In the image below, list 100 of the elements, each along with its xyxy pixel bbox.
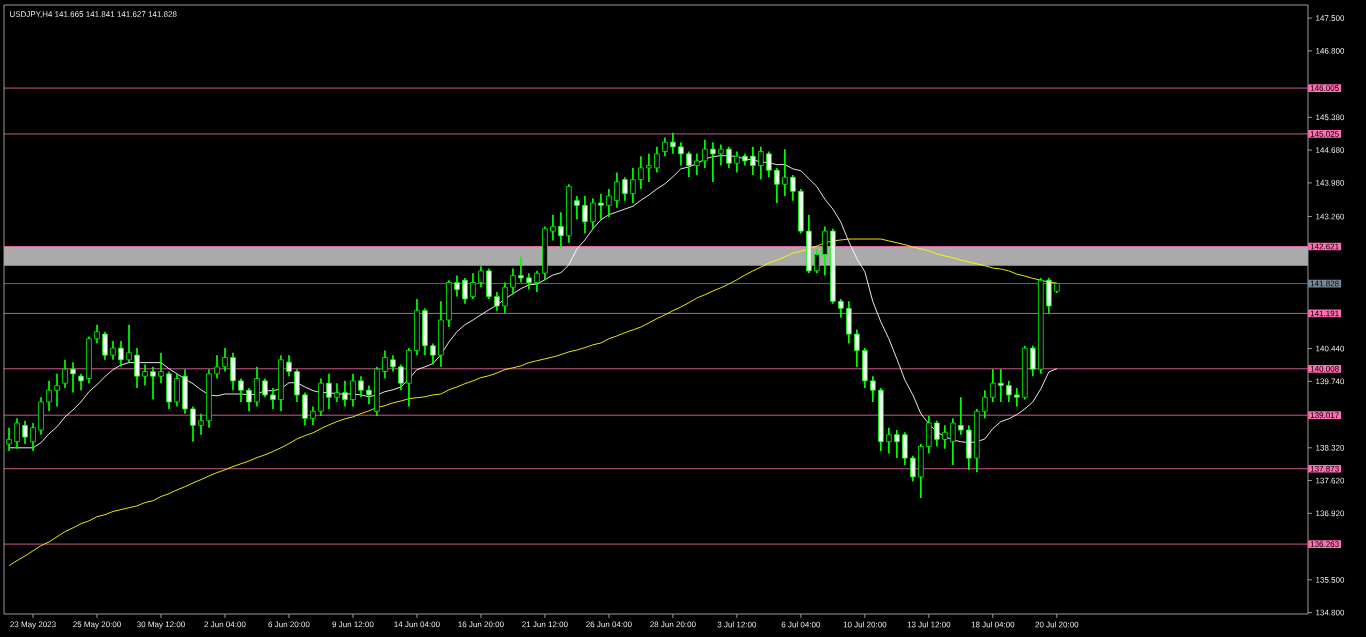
candlestick <box>942 424 948 450</box>
y-tick-label: 135.500 <box>1316 576 1345 583</box>
candlestick <box>758 145 764 181</box>
x-tick-label: 6 Jul 04:00 <box>781 621 821 628</box>
ref-line-label: 141.828 <box>1310 280 1339 287</box>
candlestick <box>598 192 604 221</box>
candlestick <box>534 270 540 293</box>
candlestick <box>14 417 20 450</box>
candlestick <box>270 387 276 410</box>
x-tick-label: 25 May 20:00 <box>73 621 121 629</box>
candlestick <box>854 328 860 368</box>
candlestick <box>366 384 372 406</box>
candlestick <box>310 405 316 427</box>
candlestick <box>198 412 204 436</box>
y-tick-label: 146.800 <box>1316 48 1345 54</box>
ref-line-label: 137.873 <box>1310 465 1339 472</box>
candlestick <box>582 195 588 235</box>
y-tick-label: 144.680 <box>1316 147 1345 153</box>
candlestick <box>814 248 820 275</box>
candlestick <box>382 349 388 380</box>
x-tick-label: 23 May 2023 <box>10 621 56 629</box>
candlestick <box>158 351 164 385</box>
x-tick-label: 16 Jun 20:00 <box>458 621 504 628</box>
candlestick <box>702 138 708 169</box>
candlestick <box>118 340 124 368</box>
candlestick <box>462 277 468 305</box>
candlestick <box>822 225 828 277</box>
y-tick-label: 147.500 <box>1316 15 1345 21</box>
candlestick <box>254 365 260 408</box>
candlestick <box>694 153 700 176</box>
x-tick-label: 30 May 12:00 <box>137 621 185 629</box>
candlestick <box>950 417 956 466</box>
candlestick <box>70 361 76 394</box>
x-tick-label: 28 Jun 20:00 <box>650 621 696 628</box>
candlestick <box>894 429 900 459</box>
candlestick <box>510 267 516 296</box>
candlestick <box>590 197 596 230</box>
candlestick <box>110 340 116 361</box>
candlestick <box>238 377 244 403</box>
y-tick-label: 143.260 <box>1316 213 1345 220</box>
candlestick <box>246 387 252 413</box>
candlestick <box>494 291 500 312</box>
candlestick <box>286 354 292 378</box>
ref-line-label: 141.191 <box>1310 310 1339 317</box>
candlestick <box>502 281 508 314</box>
text: USDJPY,H4 141.665 141.841 141.627 141.828 <box>10 11 177 18</box>
candlestick <box>470 272 476 300</box>
candlestick <box>454 274 460 298</box>
candlestick <box>518 255 524 284</box>
candlestick <box>574 195 580 221</box>
candlestick <box>134 347 140 389</box>
x-tick-label: 3 Jul 12:00 <box>717 621 757 628</box>
candlestick <box>478 265 484 289</box>
x-tick-label: 14 Jun 04:00 <box>394 621 440 628</box>
candlestick <box>886 426 892 455</box>
x-tick-label: 2 Jun 04:00 <box>204 621 246 628</box>
x-tick-label: 13 Jul 12:00 <box>907 621 951 628</box>
candlestick <box>326 373 332 410</box>
x-tick-label: 20 Jul 20:00 <box>1035 621 1079 628</box>
candlestick <box>22 419 28 445</box>
candlestick <box>1014 387 1020 408</box>
candlestick <box>430 342 436 366</box>
candlestick <box>350 373 356 408</box>
candlestick <box>790 174 796 202</box>
y-tick-label: 143.980 <box>1316 180 1345 186</box>
candlestick <box>782 148 788 197</box>
x-tick-label: 26 Jun 04:00 <box>586 621 632 628</box>
candlestick <box>654 145 660 174</box>
y-tick-label: 134.800 <box>1316 609 1345 616</box>
x-tick-label: 18 Jul 04:00 <box>971 621 1015 628</box>
candlestick <box>678 141 684 167</box>
candlestick <box>1030 344 1036 378</box>
candlestick <box>550 213 556 242</box>
y-tick-label: 136.920 <box>1316 510 1345 517</box>
candlestick <box>334 382 340 403</box>
candlestick <box>958 396 964 436</box>
candlestick <box>982 389 988 420</box>
candlestick <box>358 375 364 399</box>
candlestick <box>630 167 636 204</box>
ref-line-label: 136.263 <box>1310 541 1339 547</box>
candlestick <box>262 377 268 399</box>
x-tick-label: 6 Jun 20:00 <box>268 621 310 628</box>
x-tick-label: 10 Jul 20:00 <box>843 621 887 628</box>
candlestick <box>46 380 52 413</box>
candlestick <box>838 298 844 319</box>
candlestick <box>150 365 156 401</box>
candlestick <box>910 454 916 483</box>
y-tick-label: 137.620 <box>1316 477 1345 484</box>
y-tick-label: 145.380 <box>1316 114 1345 121</box>
candlestick <box>558 211 564 249</box>
candlestick <box>998 368 1004 403</box>
candlestick <box>614 171 620 209</box>
candlestick <box>926 415 932 455</box>
ref-line-label: 139.017 <box>1310 412 1339 419</box>
candlestick <box>670 131 676 155</box>
y-tick-label: 140.440 <box>1316 345 1345 352</box>
candlestick <box>94 323 100 345</box>
candlestick <box>126 323 132 363</box>
candlestick <box>990 368 996 403</box>
candlestick <box>222 347 228 373</box>
